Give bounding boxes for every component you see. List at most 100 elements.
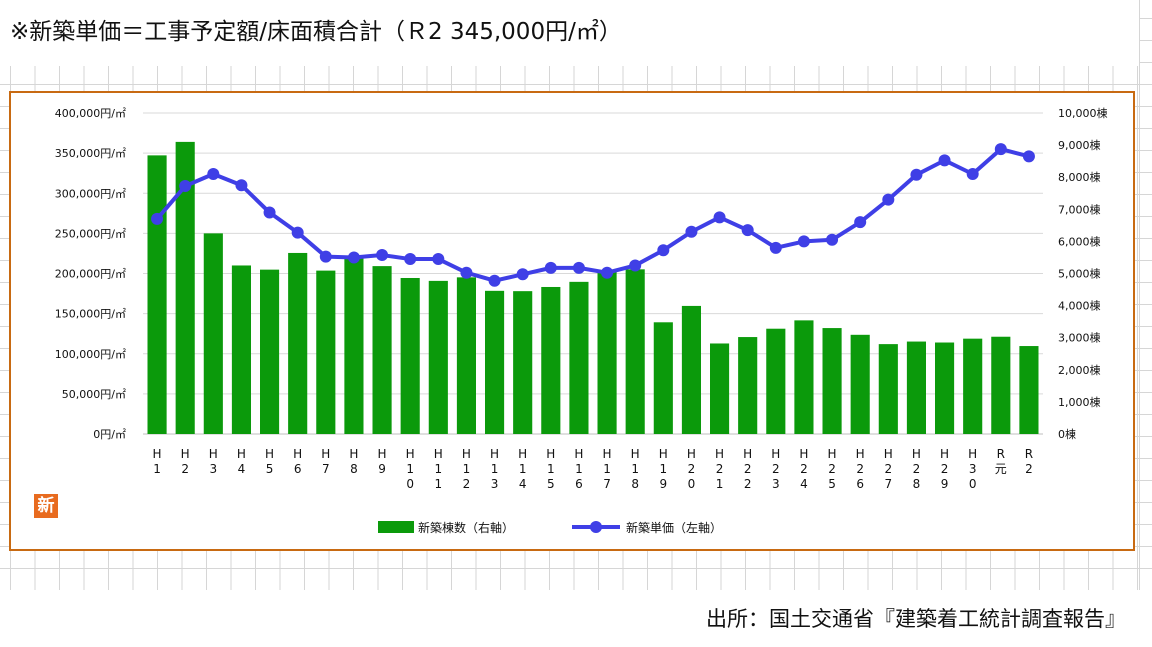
legend-line-label: 新築単価（左軸） (626, 520, 722, 535)
line-point (882, 193, 895, 206)
line-point (488, 274, 501, 287)
y-right-tick-label: 5,000棟 (1058, 267, 1101, 281)
y-right-tick-label: 1,000棟 (1058, 395, 1101, 409)
line-point (179, 180, 192, 193)
bar (513, 291, 533, 434)
y-left-tick-label: 200,000円/㎡ (55, 268, 126, 281)
y-left-tick-label: 150,000円/㎡ (55, 308, 126, 321)
line-point (601, 266, 614, 279)
y-right-tick-label: 2,000棟 (1058, 363, 1101, 377)
line-point (544, 261, 557, 274)
bar (625, 269, 645, 434)
line-point (319, 250, 332, 263)
line-point (151, 212, 164, 225)
line-point (826, 233, 839, 246)
y-left-tick-label: 300,000円/㎡ (55, 187, 126, 200)
line-point (938, 154, 951, 167)
y-left-tick-label: 100,000円/㎡ (55, 348, 126, 361)
legend-line-marker (590, 521, 602, 533)
line-point (966, 167, 979, 180)
legend-bar-swatch (378, 521, 414, 533)
source-note: 出所：国土交通省『建築着工統計調査報告』 (706, 607, 1126, 631)
line-point (657, 244, 670, 257)
line-point (713, 211, 726, 224)
line-point (235, 179, 248, 192)
bar (400, 277, 420, 434)
sheet-edge (1139, 0, 1140, 647)
bar (316, 270, 336, 434)
y-right-tick-label: 3,000棟 (1058, 331, 1101, 345)
bar (428, 280, 448, 434)
bar (822, 328, 842, 434)
line-point (854, 216, 867, 229)
bar (372, 266, 392, 434)
bar (485, 290, 505, 434)
bar (569, 281, 589, 434)
chart-note-title: ※新築単価＝工事予定額/床面積合計（Ｒ2 345,000円/㎡） (10, 19, 622, 45)
bar (541, 286, 561, 434)
title-band (0, 0, 1140, 66)
line-point (685, 225, 698, 238)
line-point (376, 249, 389, 262)
bar (1019, 346, 1039, 434)
line-point (516, 268, 529, 281)
bar (456, 277, 476, 434)
bar (653, 322, 673, 434)
line-point (291, 226, 304, 239)
series-line (155, 147, 1030, 283)
source-band (0, 590, 1152, 647)
y-left-tick-label: 400,000円/㎡ (55, 107, 126, 120)
line-point (910, 168, 923, 181)
line-point (347, 251, 360, 264)
new-badge-icon: 新 (34, 494, 58, 518)
y-right-tick-label: 6,000棟 (1058, 234, 1101, 248)
bar (991, 336, 1011, 434)
line-point (460, 266, 473, 279)
y-left-tick-label: 50,000円/㎡ (62, 388, 126, 401)
line-point (769, 241, 782, 254)
line-point (797, 235, 810, 248)
line-point (572, 261, 585, 274)
y-right-tick-label: 8,000棟 (1058, 170, 1101, 184)
bar (147, 155, 167, 434)
line-point (432, 253, 445, 266)
bar (681, 305, 701, 434)
bar (963, 338, 983, 434)
line-point (404, 253, 417, 266)
y-right-tick-label: 9,000棟 (1058, 138, 1101, 152)
bar (344, 258, 364, 434)
bar (260, 269, 280, 434)
line-point (629, 259, 642, 272)
bar (935, 342, 955, 434)
y-left-tick-label: 250,000円/㎡ (55, 227, 126, 240)
line-point (207, 167, 220, 180)
line-point (741, 224, 754, 237)
y-left-tick-label: 350,000円/㎡ (55, 147, 126, 160)
bar (597, 271, 617, 434)
y-right-tick-label: 4,000棟 (1058, 299, 1101, 313)
bar (850, 334, 870, 434)
